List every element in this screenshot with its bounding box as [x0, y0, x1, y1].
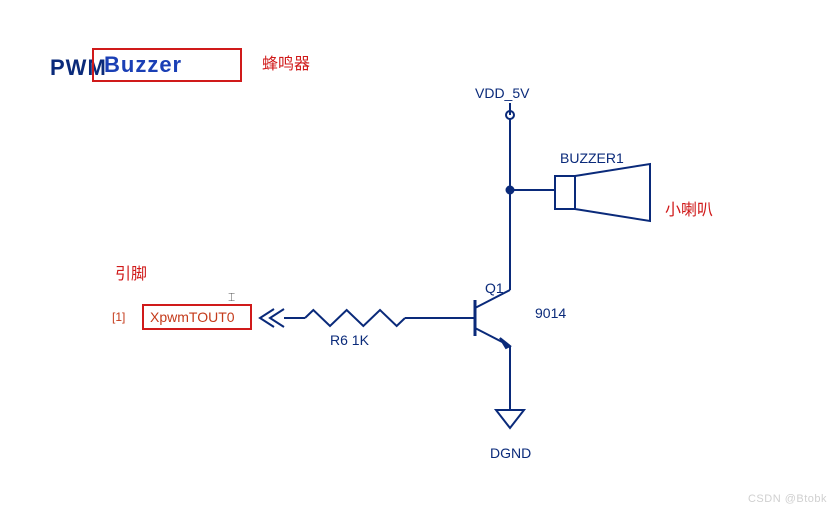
- schematic-canvas: [0, 0, 837, 511]
